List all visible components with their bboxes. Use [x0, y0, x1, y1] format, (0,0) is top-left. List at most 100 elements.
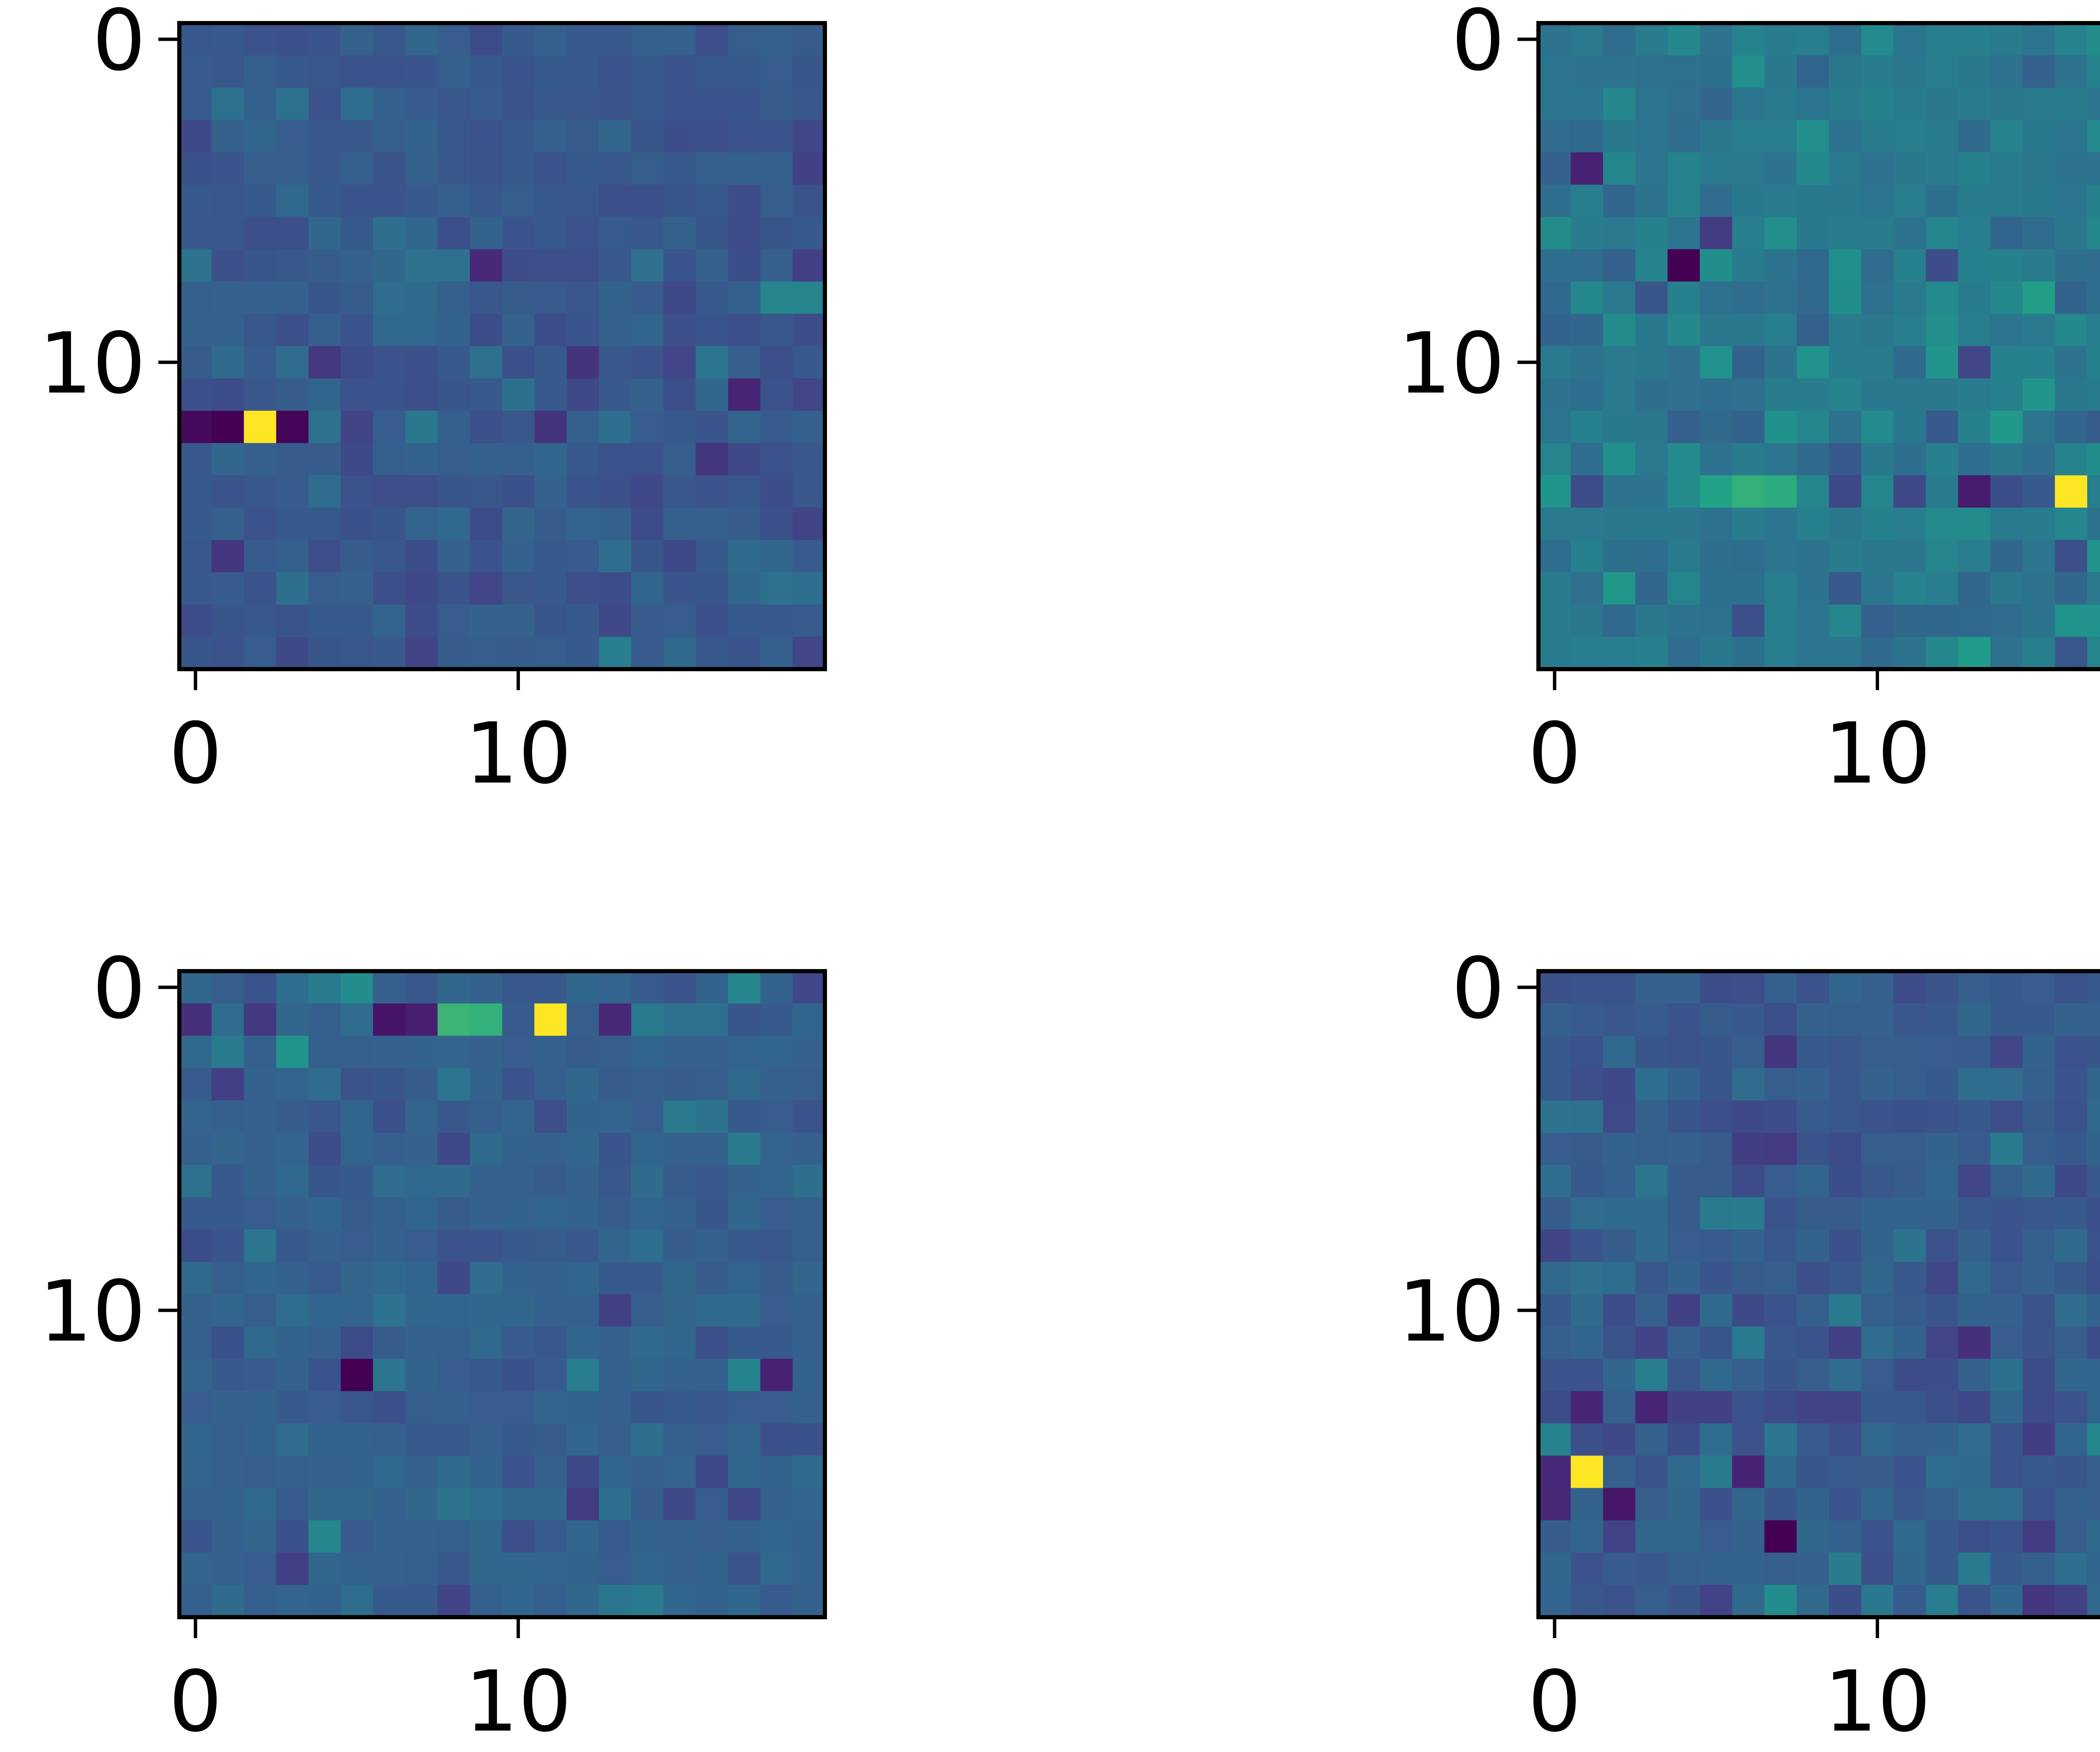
heatmap-cell [341, 1100, 373, 1133]
heatmap-cell [470, 637, 503, 670]
heatmap-cell [2055, 378, 2088, 411]
heatmap-cell [728, 1520, 761, 1553]
heatmap-cell [1700, 1455, 1732, 1488]
heatmap-cell [793, 1068, 825, 1101]
heatmap-cell [1958, 1552, 1991, 1585]
heatmap-cell [793, 184, 825, 217]
heatmap-cell [1861, 475, 1894, 508]
heatmap-cell [341, 1197, 373, 1230]
heatmap-cell [1732, 1100, 1765, 1133]
heatmap-cell [1829, 1165, 1862, 1198]
heatmap-cell [599, 637, 632, 670]
heatmap-cell [728, 1100, 761, 1133]
heatmap-cell [567, 604, 599, 637]
heatmap-cell [1635, 1391, 1668, 1424]
heatmap-cell [341, 281, 373, 314]
heatmap-cell [663, 1391, 696, 1424]
heatmap-cell [1667, 540, 1700, 573]
heatmap-cell [696, 572, 729, 605]
heatmap-cell [341, 184, 373, 217]
heatmap-cell [1538, 443, 1571, 476]
heatmap-cell [470, 346, 503, 379]
heatmap-cell [696, 152, 729, 185]
heatmap-cell [211, 1229, 244, 1262]
heatmap-cell [308, 410, 341, 444]
heatmap-cell [793, 1262, 825, 1295]
heatmap-cell [760, 378, 793, 411]
heatmap-cell [437, 1520, 470, 1553]
heatmap-cell [1603, 1262, 1636, 1295]
heatmap-cell [373, 443, 406, 476]
heatmap-cell [1635, 971, 1668, 1004]
heatmap-cell [308, 1520, 341, 1553]
axes-frame [177, 21, 827, 671]
heatmap-cell [1570, 1100, 1604, 1133]
heatmap-cell [599, 540, 632, 573]
heatmap-cell [502, 1326, 535, 1359]
heatmap-cell [1958, 217, 1991, 250]
heatmap-cell [2022, 1358, 2055, 1392]
heatmap-cell [567, 346, 599, 379]
heatmap-cell [470, 572, 503, 605]
heatmap-cell [1893, 1165, 1926, 1198]
heatmap-cell [502, 1262, 535, 1295]
heatmap-cell [1764, 572, 1797, 605]
heatmap-cell [2087, 87, 2100, 121]
heatmap-cell [599, 378, 632, 411]
heatmap-cell [437, 152, 470, 185]
heatmap-cell [1700, 120, 1732, 153]
heatmap-cell [211, 475, 244, 508]
heatmap-cell [1603, 1488, 1636, 1521]
heatmap-cell [1893, 604, 1926, 637]
heatmap-cell [1990, 23, 2023, 56]
heatmap-cell [534, 540, 567, 573]
heatmap-cell [760, 1229, 793, 1262]
heatmap-cell [1635, 55, 1668, 88]
heatmap-cell [1635, 1100, 1668, 1133]
heatmap-cell [567, 410, 599, 444]
heatmap-cell [179, 1552, 212, 1585]
heatmap-cell [2087, 604, 2100, 637]
heatmap-cell [437, 1294, 470, 1327]
heatmap-cell [1893, 410, 1926, 444]
heatmap-cell [1829, 1520, 1862, 1553]
heatmap-cell [1732, 572, 1765, 605]
heatmap-cell [631, 1326, 664, 1359]
heatmap-cell [244, 1423, 277, 1456]
heatmap-cell [663, 1035, 696, 1069]
heatmap-cell [1700, 1358, 1732, 1392]
heatmap-cell [534, 1229, 567, 1262]
heatmap-cell [567, 637, 599, 670]
heatmap-cell [1570, 249, 1604, 282]
heatmap-cell [1635, 1262, 1668, 1295]
heatmap-cell [567, 475, 599, 508]
heatmap-cell [599, 1488, 632, 1521]
heatmap-cell [1958, 23, 1991, 56]
heatmap-cell [373, 604, 406, 637]
heatmap-cell [1926, 604, 1958, 637]
heatmap-cell [1926, 971, 1958, 1004]
heatmap-cell [663, 87, 696, 121]
heatmap-cell [1829, 217, 1862, 250]
heatmap-cell [534, 281, 567, 314]
heatmap-cell [308, 1488, 341, 1521]
heatmap-cell [599, 1358, 632, 1392]
heatmap-cell [2022, 1455, 2055, 1488]
heatmap-cell [1990, 1294, 2023, 1327]
heatmap-cell [1764, 1229, 1797, 1262]
heatmap-cell [2087, 572, 2100, 605]
heatmap-cell [211, 1358, 244, 1392]
heatmap-cell [244, 1003, 277, 1036]
heatmap-cell [1958, 410, 1991, 444]
heatmap-cell [405, 217, 438, 250]
heatmap-cell [1958, 1100, 1991, 1133]
heatmap-cell [1764, 443, 1797, 476]
heatmap-cell [696, 1035, 729, 1069]
heatmap-cell [696, 346, 729, 379]
heatmap-cell [1796, 1068, 1830, 1101]
heatmap-cell [1829, 475, 1862, 508]
heatmap-cell [1603, 475, 1636, 508]
heatmap-cell [308, 475, 341, 508]
heatmap-cell [534, 184, 567, 217]
heatmap-cell [1538, 249, 1571, 282]
